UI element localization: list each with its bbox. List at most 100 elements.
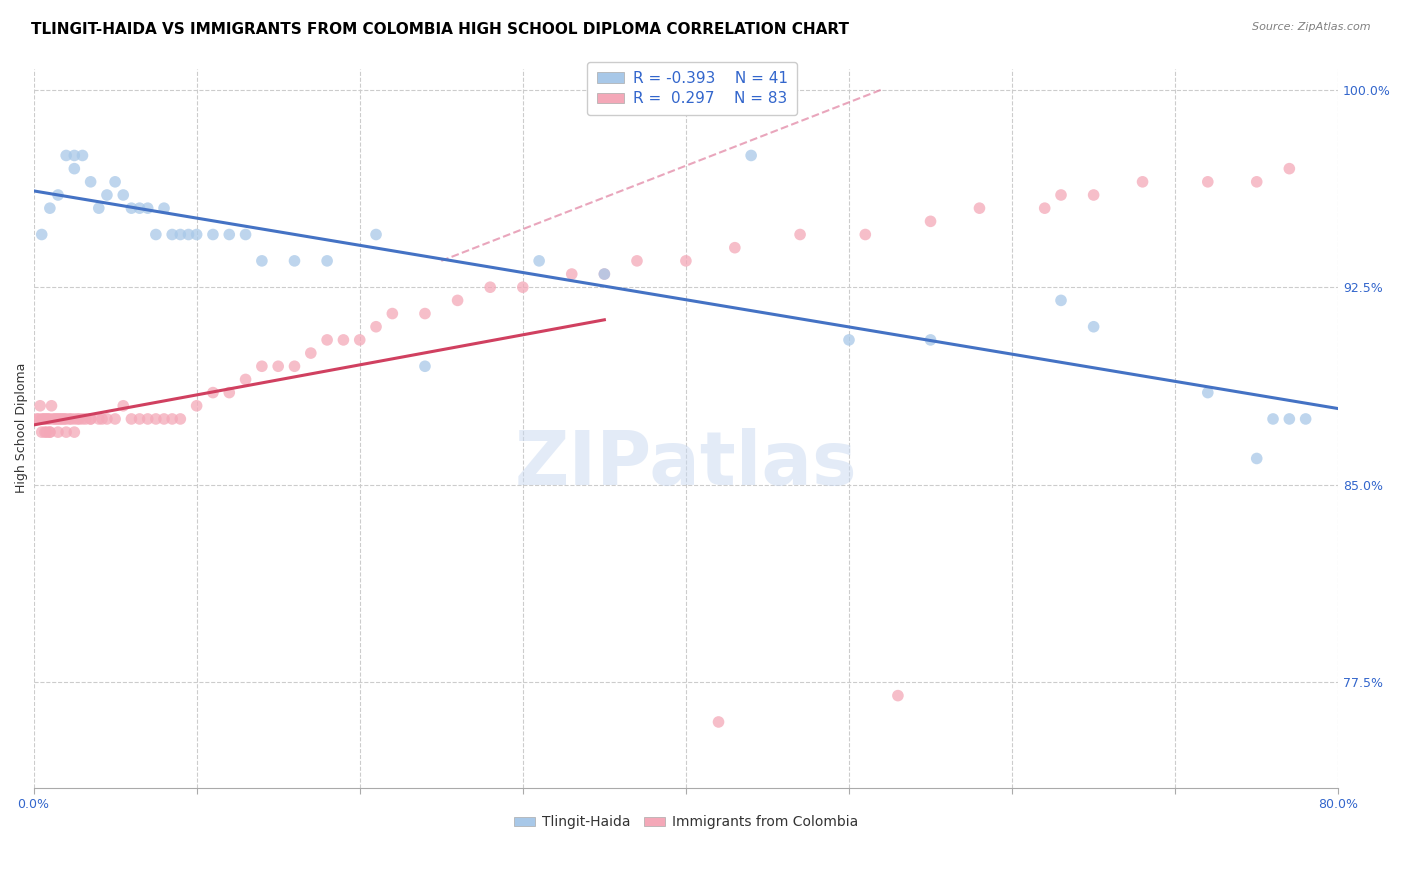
Text: ZIPatlas: ZIPatlas [515,427,858,500]
Point [920,333,942,347]
Point [1295,412,1317,426]
Point [1197,385,1219,400]
Point [104,412,127,426]
Point [479,280,502,294]
Point [1246,451,1268,466]
Point [853,227,876,242]
Point [38,412,60,426]
Point [201,227,224,242]
Point [250,253,273,268]
Point [512,280,534,294]
Point [31,425,53,439]
Point [789,227,811,242]
Point [96,412,118,426]
Point [186,227,208,242]
Point [38,425,60,439]
Point [38,425,60,439]
Point [707,714,730,729]
Text: Source: ZipAtlas.com: Source: ZipAtlas.com [1253,22,1371,32]
Point [42,412,65,426]
Point [332,333,354,347]
Point [235,372,257,386]
Point [60,412,83,426]
Point [920,214,942,228]
Point [1197,175,1219,189]
Point [31,227,53,242]
Point [55,148,77,162]
Point [160,412,183,426]
Point [561,267,583,281]
Point [381,307,404,321]
Point [34,425,56,439]
Point [37,412,59,426]
Point [177,227,200,242]
Point [48,412,70,426]
Legend: Tlingit-Haida, Immigrants from Colombia: Tlingit-Haida, Immigrants from Colombia [508,810,863,835]
Point [63,412,86,426]
Point [1083,319,1105,334]
Point [79,175,101,189]
Point [145,227,167,242]
Point [153,412,176,426]
Point [75,412,97,426]
Point [34,412,56,426]
Point [79,412,101,426]
Point [79,412,101,426]
Point [46,425,69,439]
Point [46,188,69,202]
Point [153,201,176,215]
Point [1050,188,1073,202]
Point [724,241,747,255]
Point [250,359,273,374]
Point [72,148,94,162]
Point [45,412,67,426]
Point [58,412,80,426]
Y-axis label: High School Diploma: High School Diploma [15,363,28,493]
Point [413,359,436,374]
Point [66,412,89,426]
Point [128,412,150,426]
Point [1261,412,1284,426]
Point [32,412,55,426]
Point [41,399,63,413]
Point [626,253,648,268]
Point [63,161,86,176]
Point [63,148,86,162]
Point [87,201,110,215]
Point [112,188,135,202]
Point [145,412,167,426]
Point [527,253,550,268]
Point [349,333,371,347]
Point [55,412,77,426]
Point [1278,161,1301,176]
Point [593,267,616,281]
Point [1278,412,1301,426]
Point [136,412,159,426]
Point [55,425,77,439]
Point [1246,175,1268,189]
Point [91,412,114,426]
Point [201,385,224,400]
Point [104,175,127,189]
Point [160,227,183,242]
Point [1132,175,1154,189]
Point [235,227,257,242]
Text: TLINGIT-HAIDA VS IMMIGRANTS FROM COLOMBIA HIGH SCHOOL DIPLOMA CORRELATION CHART: TLINGIT-HAIDA VS IMMIGRANTS FROM COLOMBI… [31,22,849,37]
Point [96,188,118,202]
Point [969,201,991,215]
Point [136,201,159,215]
Point [112,399,135,413]
Point [740,148,762,162]
Point [35,412,58,426]
Point [169,227,191,242]
Point [31,412,53,426]
Point [120,201,142,215]
Point [316,253,339,268]
Point [364,319,387,334]
Point [120,412,142,426]
Point [364,227,387,242]
Point [299,346,322,360]
Point [283,253,305,268]
Point [413,307,436,321]
Point [838,333,860,347]
